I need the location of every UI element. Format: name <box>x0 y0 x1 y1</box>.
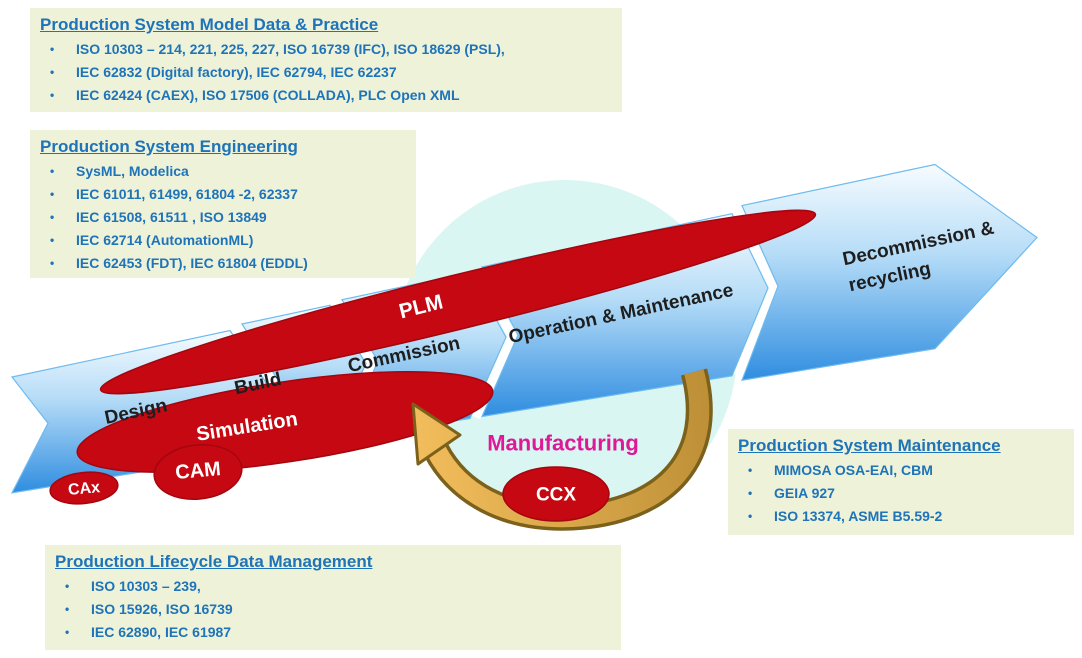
list-item-text: IEC 61508, 61511 , ISO 13849 <box>76 209 267 225</box>
list-item-text: IEC 61011, 61499, 61804 -2, 62337 <box>76 186 298 202</box>
standards-list: • SysML, Modelica • IEC 61011, 61499, 61… <box>40 160 406 275</box>
standards-box-maintenance: Production System Maintenance • MIMOSA O… <box>728 429 1074 535</box>
bullet-icon: • <box>65 602 70 616</box>
list-item-text: IEC 62453 (FDT), IEC 61804 (EDDL) <box>76 255 308 271</box>
bullet-icon: • <box>65 625 70 639</box>
list-item: • ISO 10303 – 239, <box>55 575 611 598</box>
box-title: Production System Engineering <box>40 137 298 156</box>
list-item: • IEC 62714 (AutomationML) <box>40 229 406 252</box>
cax-ellipse <box>49 471 119 505</box>
box-title: Production System Model Data & Practice <box>40 15 379 34</box>
bullet-icon: • <box>50 233 55 247</box>
standards-list: • ISO 10303 – 239, • ISO 15926, ISO 1673… <box>55 575 611 644</box>
list-item: • IEC 62424 (CAEX), ISO 17506 (COLLADA),… <box>40 84 612 107</box>
simulation-span-ellipse <box>76 370 494 474</box>
bullet-icon: • <box>748 463 753 477</box>
list-item-text: ISO 10303 – 239, <box>91 578 201 594</box>
bullet-icon: • <box>50 164 55 178</box>
ccx-ellipse <box>502 466 610 522</box>
list-item-text: IEC 62832 (Digital factory), IEC 62794, … <box>76 64 397 80</box>
list-item-text: ISO 15926, ISO 16739 <box>91 601 233 617</box>
list-item-text: MIMOSA OSA-EAI, CBM <box>774 462 933 478</box>
stage-decommission-arrowhead <box>741 163 1038 381</box>
list-item-text: SysML, Modelica <box>76 163 189 179</box>
cax-label: CAx <box>67 479 100 499</box>
plm-span-ellipse <box>99 209 817 395</box>
standards-box-lifecycle-data: Production Lifecycle Data Management • I… <box>45 545 621 650</box>
list-item: • IEC 61011, 61499, 61804 -2, 62337 <box>40 183 406 206</box>
list-item: • SysML, Modelica <box>40 160 406 183</box>
standards-list: • ISO 10303 – 214, 221, 225, 227, ISO 16… <box>40 38 612 107</box>
manufacturing-label: Manufacturing <box>487 431 639 456</box>
bullet-icon: • <box>748 509 753 523</box>
bullet-icon: • <box>748 486 753 500</box>
list-item: • ISO 15926, ISO 16739 <box>55 598 611 621</box>
bullet-icon: • <box>50 65 55 79</box>
feedback-arrowhead-icon <box>411 402 462 466</box>
list-item: • IEC 62453 (FDT), IEC 61804 (EDDL) <box>40 252 406 275</box>
list-item: • IEC 62890, IEC 61987 <box>55 621 611 644</box>
bullet-icon: • <box>65 579 70 593</box>
list-item-text: IEC 62424 (CAEX), ISO 17506 (COLLADA), P… <box>76 87 460 103</box>
list-item: • IEC 62832 (Digital factory), IEC 62794… <box>40 61 612 84</box>
list-item: • ISO 13374, ASME B5.59-2 <box>738 505 1064 528</box>
standards-list: • MIMOSA OSA-EAI, CBM • GEIA 927 • ISO 1… <box>738 459 1064 528</box>
bullet-icon: • <box>50 210 55 224</box>
bullet-icon: • <box>50 256 55 270</box>
list-item-text: IEC 62890, IEC 61987 <box>91 624 232 640</box>
list-item-text: ISO 10303 – 214, 221, 225, 227, ISO 1673… <box>76 41 505 57</box>
list-item: • ISO 10303 – 214, 221, 225, 227, ISO 16… <box>40 38 612 61</box>
list-item-text: IEC 62714 (AutomationML) <box>76 232 254 248</box>
list-item-text: ISO 13374, ASME B5.59-2 <box>774 508 943 524</box>
bullet-icon: • <box>50 42 55 56</box>
cam-label: CAM <box>174 458 221 484</box>
list-item: • IEC 61508, 61511 , ISO 13849 <box>40 206 406 229</box>
ccx-label: CCX <box>536 485 576 506</box>
bullet-icon: • <box>50 88 55 102</box>
cam-ellipse <box>153 444 243 500</box>
list-item: • MIMOSA OSA-EAI, CBM <box>738 459 1064 482</box>
bullet-icon: • <box>50 187 55 201</box>
box-title: Production Lifecycle Data Management <box>55 552 373 571</box>
standards-box-engineering: Production System Engineering • SysML, M… <box>30 130 416 278</box>
list-item: • GEIA 927 <box>738 482 1064 505</box>
box-title: Production System Maintenance <box>738 436 1001 455</box>
standards-box-model-data: Production System Model Data & Practice … <box>30 8 622 112</box>
list-item-text: GEIA 927 <box>774 485 835 501</box>
